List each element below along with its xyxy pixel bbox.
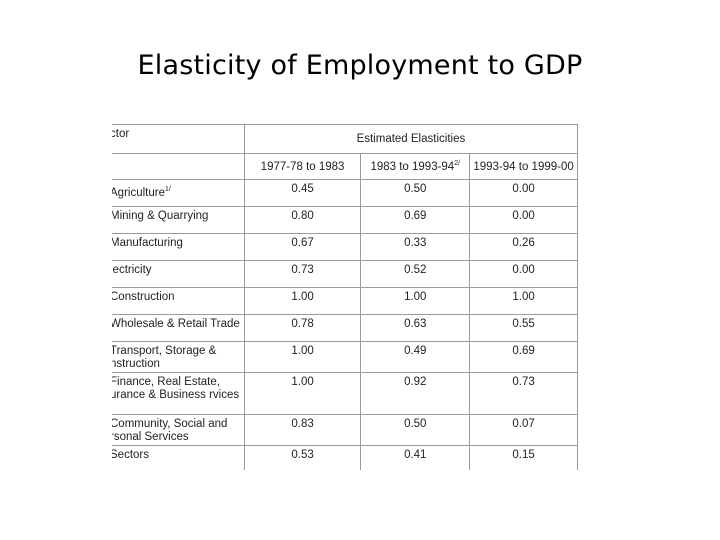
elasticity-value-cell: 0.00 (469, 260, 578, 288)
elasticity-value-cell: 0.00 (469, 206, 578, 234)
period-header-3: 1993-94 to 1999-00 (469, 153, 578, 180)
elasticity-value-cell: 0.00 (469, 179, 578, 207)
elasticity-table: ctor Estimated Elasticities 1977-78 to 1… (112, 124, 579, 470)
elasticity-value-cell: 0.78 (243, 314, 362, 342)
elasticity-value-cell: 0.69 (469, 341, 578, 373)
elasticity-value-cell: 0.73 (243, 260, 362, 288)
elasticity-value-cell: 0.53 (243, 445, 362, 470)
sector-name: lectricity (112, 264, 152, 276)
elasticity-value-cell: 1.00 (360, 287, 471, 315)
elasticity-value-cell: 0.45 (243, 179, 362, 207)
sector-cell: Mining & Quarrying (112, 206, 245, 234)
footnote-marker: 1/ (164, 186, 171, 193)
elasticity-value-cell: 0.83 (243, 414, 362, 446)
table-row: Construction 1.00 1.00 1.00 (112, 287, 578, 315)
table-row: Agriculture1/0.45 0.50 0.00 (112, 179, 578, 207)
elasticity-value-cell: 0.67 (243, 233, 362, 261)
table-row: Community, Social and rsonal Services 0.8… (112, 414, 578, 446)
sector-cell: Community, Social and rsonal Services (112, 414, 245, 446)
sector-column-header: ctor (112, 124, 245, 154)
elasticity-value-cell: 1.00 (243, 341, 362, 373)
header-blank-cell (112, 153, 245, 180)
table-row: Sectors 0.53 0.41 0.15 (112, 445, 578, 470)
sector-cell: Wholesale & Retail Trade (112, 314, 245, 342)
elasticity-value-cell: 0.50 (360, 179, 471, 207)
elasticity-value-cell: 0.50 (360, 414, 471, 446)
sector-name: Mining & Quarrying (112, 210, 209, 222)
sector-name: Transport, Storage & nstruction (112, 345, 217, 370)
sector-name: Finance, Real Estate, urance & Business … (112, 376, 240, 401)
period-header-2: 1983 to 1993-942/ (360, 153, 471, 180)
elasticity-table-container: ctor Estimated Elasticities 1977-78 to 1… (112, 124, 586, 470)
elasticity-value-cell: 0.73 (469, 372, 578, 415)
sector-name: Community, Social and rsonal Services (112, 418, 228, 443)
sector-cell: lectricity (112, 260, 245, 288)
sector-cell: Construction (112, 287, 245, 315)
elasticity-value-cell: 0.33 (360, 233, 471, 261)
elasticity-value-cell: 1.00 (469, 287, 578, 315)
estimated-elasticities-header: Estimated Elasticities (243, 124, 579, 154)
elasticity-value-cell: 1.00 (243, 287, 362, 315)
sector-cell: Manufacturing (112, 233, 245, 261)
table-row: Transport, Storage & nstruction 1.00 0.49 0… (112, 341, 578, 373)
sector-cell: Finance, Real Estate, urance & Business … (112, 372, 245, 415)
elasticity-value-cell: 0.07 (469, 414, 578, 446)
elasticity-value-cell: 0.15 (469, 445, 578, 470)
sector-cell: Agriculture1/ (112, 179, 245, 207)
table-row: lectricity 0.73 0.52 0.00 (112, 260, 578, 288)
sector-name: Sectors (112, 449, 149, 461)
elasticity-value-cell: 0.41 (360, 445, 471, 470)
elasticity-value-cell: 0.63 (360, 314, 471, 342)
sector-cell: Transport, Storage & nstruction (112, 341, 245, 373)
elasticity-value-cell: 0.69 (360, 206, 471, 234)
table-row: Wholesale & Retail Trade 0.78 0.63 0.55 (112, 314, 578, 342)
sector-name: Construction (112, 291, 175, 303)
table-row: Manufacturing 0.67 0.33 0.26 (112, 233, 578, 261)
sector-name: Agriculture (112, 186, 165, 199)
table-row: Finance, Real Estate, urance & Business … (112, 372, 578, 415)
sector-cell: Sectors (112, 445, 245, 470)
sector-name: Manufacturing (112, 237, 183, 249)
sector-name: Wholesale & Retail Trade (112, 318, 240, 330)
elasticity-value-cell: 0.49 (360, 341, 471, 373)
slide-title: Elasticity of Employment to GDP (137, 50, 583, 81)
period-header-1: 1977-78 to 1983 (243, 153, 362, 180)
elasticity-value-cell: 1.00 (243, 372, 362, 415)
footnote-marker: 2/ (454, 160, 461, 168)
elasticity-value-cell: 0.26 (469, 233, 578, 261)
elasticity-value-cell: 0.52 (360, 260, 471, 288)
elasticity-value-cell: 0.55 (469, 314, 578, 342)
elasticity-value-cell: 0.92 (360, 372, 471, 415)
elasticity-value-cell: 0.80 (243, 206, 362, 234)
table-row: Mining & Quarrying 0.80 0.69 0.00 (112, 206, 578, 234)
